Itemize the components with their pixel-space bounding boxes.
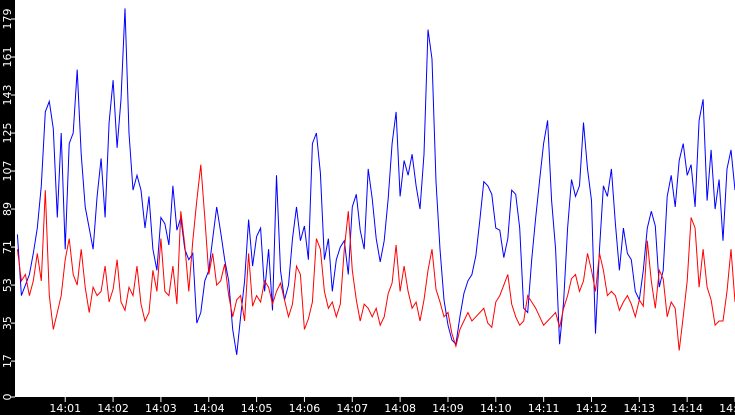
y-tick-label: 35 xyxy=(1,316,14,330)
x-tick-label: 14:10 xyxy=(480,402,512,415)
plot-area xyxy=(15,0,735,397)
x-tick-label: 14:09 xyxy=(432,402,464,415)
y-tick-label: 161 xyxy=(1,47,14,68)
x-tick-label: 14:12 xyxy=(576,402,608,415)
x-tick-label: 14:03 xyxy=(145,402,177,415)
x-tick-label: 14:04 xyxy=(193,402,225,415)
series-line-1 xyxy=(16,8,735,355)
y-tick-label: 53 xyxy=(1,278,14,292)
x-tick-label: 14:01 xyxy=(49,402,81,415)
x-tick-label: 14:15 xyxy=(719,402,735,415)
x-tick-label: 14:14 xyxy=(671,402,703,415)
y-tick-label: 125 xyxy=(1,123,14,144)
y-tick-label: 143 xyxy=(1,85,14,106)
series-line-2 xyxy=(16,164,735,351)
x-axis: 14:01 14:02 14:03 14:04 14:05 14:06 14:07 14:08… xyxy=(49,397,735,415)
x-tick-label: 14:07 xyxy=(336,402,368,415)
y-tick-label: 0 xyxy=(1,394,14,401)
y-tick-label: 179 xyxy=(1,9,14,30)
y-axis: 0 17 35 53 71 89 107 125 143 161 179 xyxy=(1,9,15,401)
y-tick-label: 71 xyxy=(1,240,14,254)
x-tick-label: 14:06 xyxy=(289,402,321,415)
y-tick-label: 107 xyxy=(1,161,14,182)
y-tick-label: 17 xyxy=(1,354,14,368)
series-layer xyxy=(16,8,735,355)
x-tick-label: 14:02 xyxy=(97,402,129,415)
x-tick-label: 14:08 xyxy=(384,402,416,415)
x-tick-label: 14:13 xyxy=(623,402,655,415)
y-tick-label: 89 xyxy=(1,202,14,216)
x-tick-label: 14:11 xyxy=(528,402,560,415)
x-tick-label: 14:05 xyxy=(241,402,273,415)
